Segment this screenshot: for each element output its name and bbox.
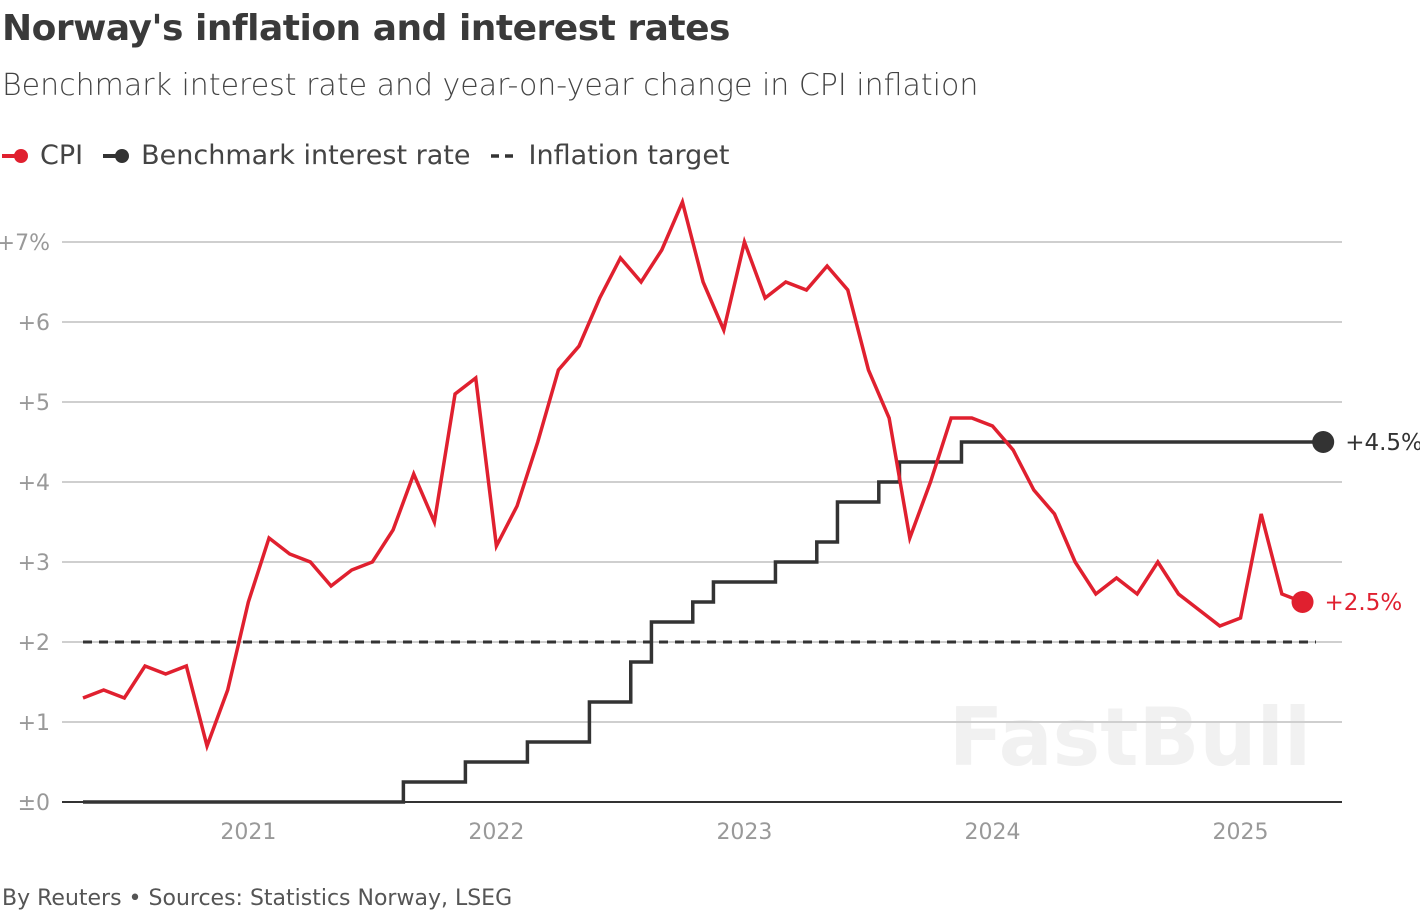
benchmark-rate-line (83, 440, 1324, 804)
target-legend-dash-icon (490, 153, 519, 158)
y-tick-label: +4 (18, 471, 50, 496)
cpi-end-dot (1291, 591, 1314, 613)
y-tick-label: +6 (18, 311, 50, 336)
y-tick-label: +2 (18, 631, 50, 656)
watermark-text: FastBull (949, 691, 1312, 784)
y-tick-label: +3 (18, 551, 50, 576)
legend-label-target: Inflation target (528, 140, 730, 171)
chart-title: Norway's inflation and interest rates (2, 8, 730, 49)
cpi-legend-marker-icon (2, 148, 28, 163)
legend-label-rate: Benchmark interest rate (141, 140, 471, 171)
legend-item-rate: Benchmark interest rate (103, 140, 471, 171)
rate-legend-marker-icon (103, 148, 130, 163)
cpi-line (82, 196, 1304, 752)
benchmark-rate-end-label: +4.5% (1345, 430, 1420, 456)
x-tick-label: 2021 (220, 820, 276, 845)
legend-item-cpi: CPI (2, 140, 83, 171)
x-tick-label: 2024 (964, 820, 1020, 845)
x-tick-label: 2022 (468, 820, 524, 845)
legend: CPI Benchmark interest rate Inflation ta… (2, 140, 750, 171)
y-tick-label: +5 (18, 391, 50, 416)
x-tick-label: 2023 (716, 820, 772, 845)
footer-source: By Reuters • Sources: Statistics Norway,… (2, 886, 513, 911)
legend-item-target: Inflation target (490, 140, 730, 171)
chart-subtitle: Benchmark interest rate and year-on-year… (2, 68, 979, 103)
legend-label-cpi: CPI (40, 140, 84, 171)
y-tick-label: ±0 (18, 791, 50, 816)
cpi-end-label: +2.5% (1325, 590, 1403, 616)
watermark: FastBull (949, 691, 1312, 784)
benchmark-rate-end-dot (1312, 431, 1335, 453)
y-tick-label: +7% (0, 231, 50, 256)
x-tick-label: 2025 (1213, 820, 1269, 845)
y-tick-label: +1 (18, 711, 50, 736)
